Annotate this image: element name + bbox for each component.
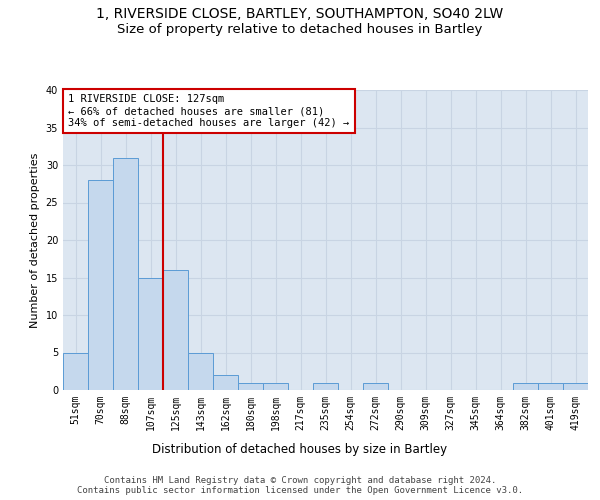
Bar — [563, 382, 588, 390]
Text: Size of property relative to detached houses in Bartley: Size of property relative to detached ho… — [118, 22, 482, 36]
Bar — [163, 270, 188, 390]
Text: 1, RIVERSIDE CLOSE, BARTLEY, SOUTHAMPTON, SO40 2LW: 1, RIVERSIDE CLOSE, BARTLEY, SOUTHAMPTON… — [97, 8, 503, 22]
Bar — [363, 382, 388, 390]
Bar — [138, 278, 163, 390]
Bar — [538, 382, 563, 390]
Y-axis label: Number of detached properties: Number of detached properties — [30, 152, 40, 328]
Text: Contains HM Land Registry data © Crown copyright and database right 2024.
Contai: Contains HM Land Registry data © Crown c… — [77, 476, 523, 495]
Bar — [238, 382, 263, 390]
Bar — [63, 352, 88, 390]
Bar — [188, 352, 213, 390]
Text: 1 RIVERSIDE CLOSE: 127sqm
← 66% of detached houses are smaller (81)
34% of semi-: 1 RIVERSIDE CLOSE: 127sqm ← 66% of detac… — [68, 94, 349, 128]
Bar — [313, 382, 338, 390]
Bar — [88, 180, 113, 390]
Text: Distribution of detached houses by size in Bartley: Distribution of detached houses by size … — [152, 442, 448, 456]
Bar — [213, 375, 238, 390]
Bar — [263, 382, 288, 390]
Bar — [113, 158, 138, 390]
Bar — [513, 382, 538, 390]
